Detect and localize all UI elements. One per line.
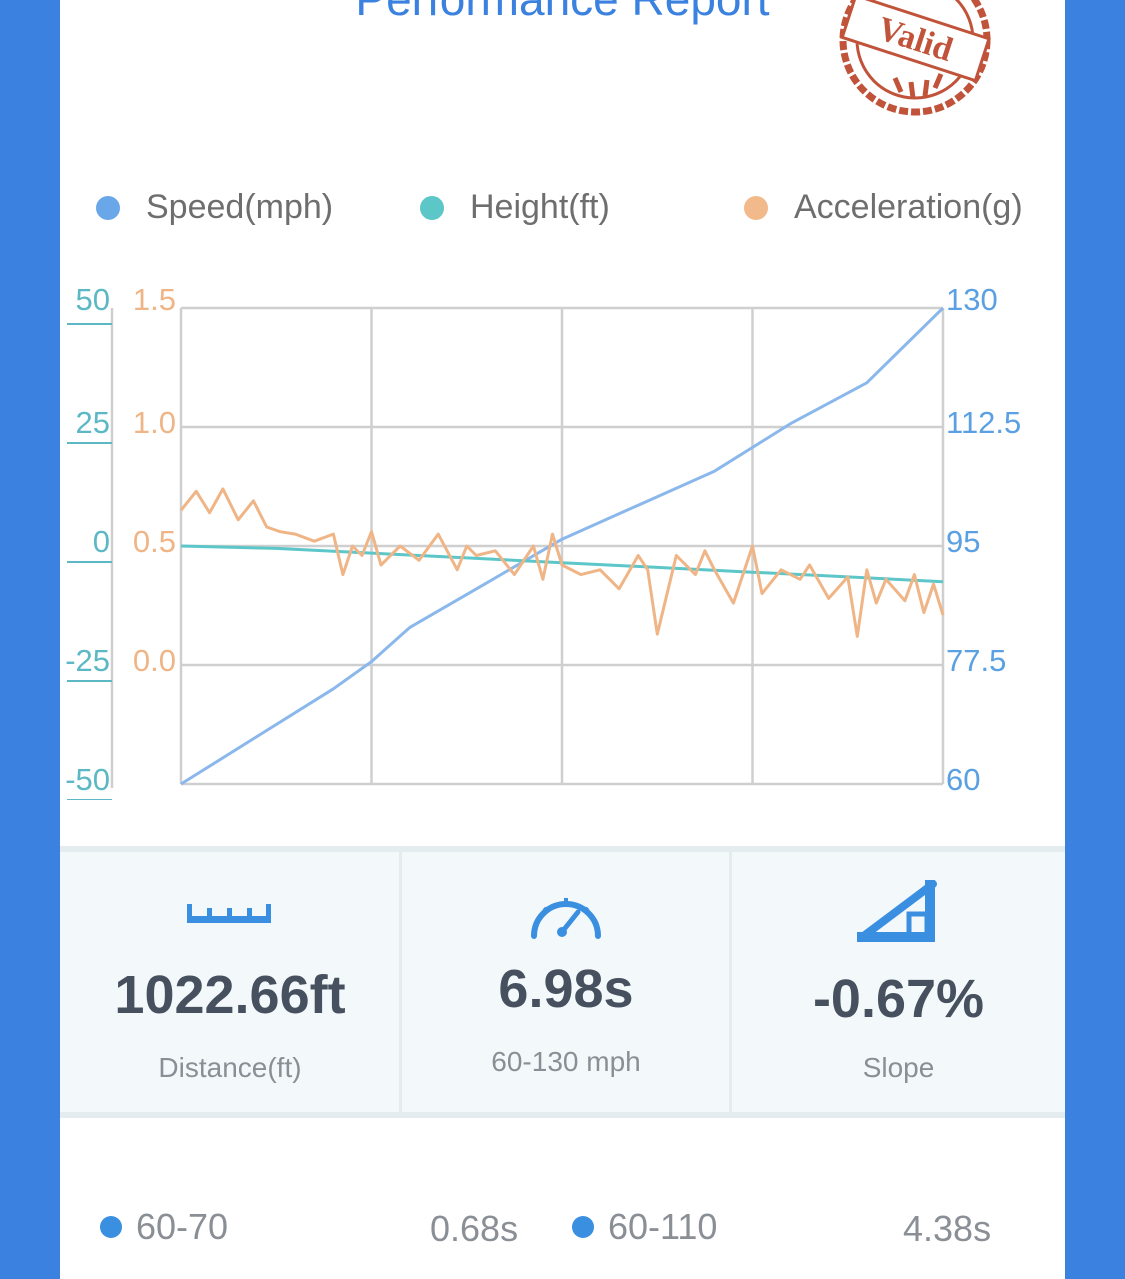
- tick-label-speed: 95: [946, 524, 980, 559]
- legend-dot-acceleration: [744, 195, 768, 220]
- split-time: 4.38s: [903, 1208, 992, 1249]
- legend-label-acceleration: Acceleration(g): [794, 188, 1023, 226]
- time-label: 60-130 mph: [491, 1046, 641, 1077]
- tick-label-acceleration: 1.0: [133, 405, 176, 440]
- page-title: Performance Report: [60, 0, 1065, 26]
- stat-time: 6.98s 60-130 mph: [402, 852, 730, 1118]
- speedometer-icon: [531, 898, 601, 939]
- tick-label-height: -50: [65, 762, 110, 797]
- split-label: 60-110: [608, 1206, 718, 1247]
- split-dot: [572, 1216, 594, 1238]
- tick-label-speed: 112.5: [946, 405, 1021, 440]
- stat-divider: [729, 852, 732, 1114]
- split-item[interactable]: 60-70: [100, 1206, 228, 1248]
- tick-label-speed: 77.5: [946, 643, 1006, 678]
- stat-divider: [399, 852, 402, 1114]
- valid-stamp: Valid: [839, 0, 991, 116]
- tick-label-acceleration: 1.5: [133, 282, 176, 317]
- tick-label-speed: 60: [946, 762, 980, 797]
- tick-label-speed: 130: [946, 282, 998, 317]
- legend-dot-height: [420, 195, 444, 220]
- tick-label-height: 25: [76, 405, 110, 440]
- performance-chart: 50 25 0 -25 -50 1.5 1.0 0.5 0.0 130 112.5 95 77.5 60: [65, 282, 1021, 800]
- slope-label: Slope: [862, 1052, 935, 1083]
- split-label: 60-70: [136, 1206, 229, 1247]
- tick-label-height: 50: [76, 282, 110, 317]
- distance-value: 1022.66ft: [114, 965, 346, 1025]
- legend-label-height: Height(ft): [470, 188, 610, 226]
- stats-panel: 1022.66ft Distance(ft) 6.98s 60-130 mph: [60, 846, 1065, 1118]
- tick-label-acceleration: 0.0: [133, 643, 176, 678]
- stat-slope: -0.67% Slope: [732, 852, 1065, 1118]
- stat-distance: 1022.66ft Distance(ft): [60, 852, 400, 1118]
- split-time: 0.68s: [430, 1208, 519, 1249]
- series-line-acceleration-g: [179, 487, 945, 638]
- time-value: 6.98s: [498, 959, 634, 1019]
- tick-label-height: 0: [93, 524, 110, 559]
- slope-icon: [856, 880, 937, 942]
- distance-label: Distance(ft): [158, 1052, 302, 1083]
- legend-label-speed: Speed(mph): [146, 188, 334, 226]
- legend-dot-speed: [96, 195, 120, 220]
- tick-label-height: -25: [65, 643, 110, 678]
- legend-item-speed[interactable]: Speed(mph): [96, 188, 333, 227]
- legend-item-height[interactable]: Height(ft): [420, 188, 610, 227]
- split-dot: [100, 1216, 122, 1238]
- split-times: 60-70 0.68s 60-110 4.38s: [60, 1200, 1065, 1260]
- chart-legend: Speed(mph) Height(ft) Acceleration(g): [60, 188, 1065, 232]
- slope-value: -0.67%: [812, 969, 985, 1029]
- split-item[interactable]: 60-110: [572, 1206, 717, 1248]
- ruler-icon: [187, 904, 271, 923]
- report-card: Performance Report Valid Speed(mph) Heig…: [60, 0, 1065, 1279]
- legend-item-acceleration[interactable]: Acceleration(g): [744, 188, 1023, 227]
- tick-label-acceleration: 0.5: [133, 524, 176, 559]
